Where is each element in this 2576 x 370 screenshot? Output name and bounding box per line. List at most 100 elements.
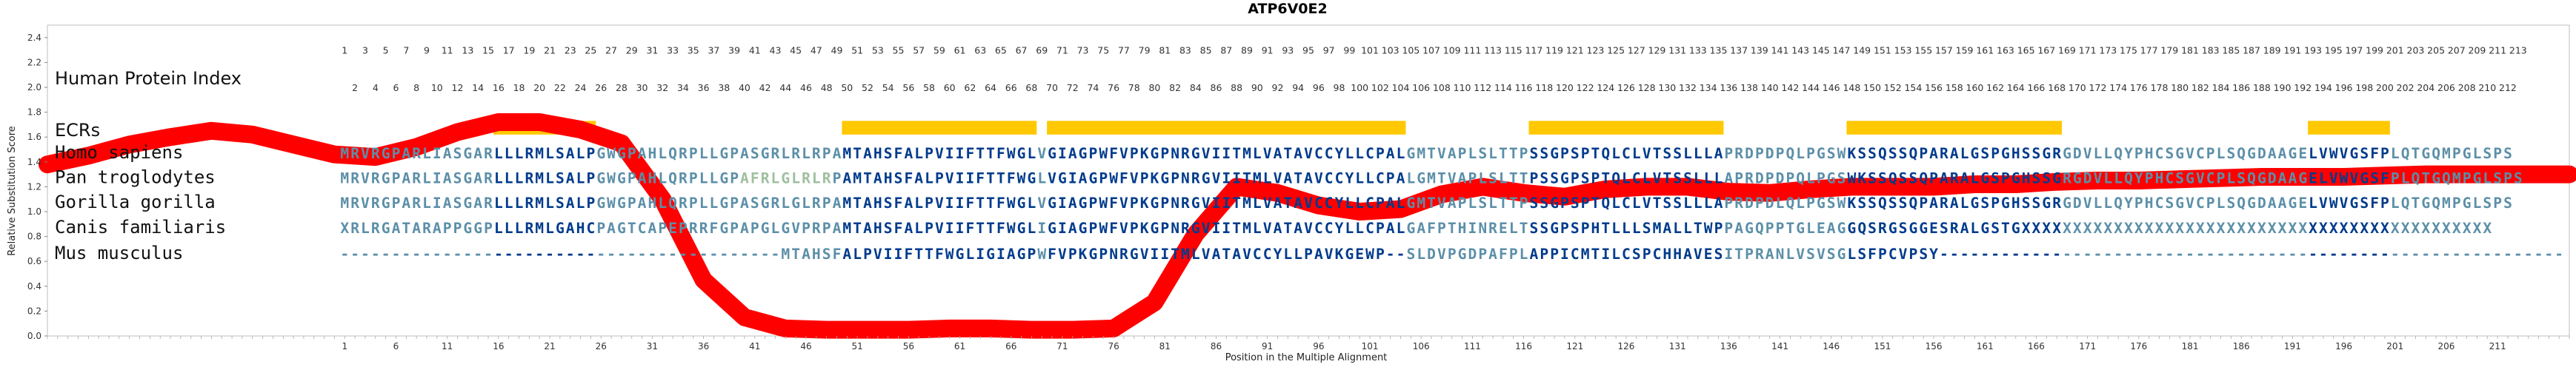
residue: T (853, 220, 862, 237)
residue: M (1242, 195, 1251, 212)
residue: C (1325, 145, 1334, 162)
human-index-number: 136 (1720, 82, 1737, 93)
human-index-number: 199 (2366, 45, 2383, 56)
residue: P (2493, 195, 2502, 212)
residue: G (1079, 195, 1088, 212)
residue: - (361, 246, 370, 263)
human-index-number: 110 (1454, 82, 1471, 93)
human-index-number: 210 (2478, 82, 2496, 93)
residue: A (1294, 195, 1302, 212)
residue: L (422, 195, 431, 212)
residue: A (1274, 220, 1282, 237)
residue: H (884, 170, 893, 187)
residue: S (750, 195, 759, 212)
residue: P (1560, 145, 1569, 162)
residue: A (566, 195, 575, 212)
residue: L (494, 145, 503, 162)
residue: - (556, 246, 565, 263)
residue: G (2473, 170, 2482, 187)
residue: L (515, 220, 524, 237)
human-index-number: 142 (1781, 82, 1799, 93)
residue: A (1929, 145, 1938, 162)
residue: S (1899, 220, 1908, 237)
residue: A (873, 170, 882, 187)
human-index-number: 197 (2345, 45, 2363, 56)
residue: L (515, 170, 524, 187)
residue: A (2278, 195, 2287, 212)
residue: G (1191, 195, 1200, 212)
residue: T (863, 170, 872, 187)
human-index-number: 75 (1097, 45, 1109, 56)
human-index-number: 138 (1740, 82, 1758, 93)
residue: S (1888, 145, 1897, 162)
human-index-number: 73 (1077, 45, 1089, 56)
residue: S (1406, 246, 1415, 263)
residue: S (1837, 170, 1846, 187)
x-tick-label: 46 (800, 341, 811, 352)
residue: H (648, 170, 657, 187)
residue: C (1653, 246, 1662, 263)
x-tick-label: 166 (2028, 341, 2045, 352)
residue: G (719, 220, 728, 237)
residue: A (433, 220, 442, 237)
residue: G (2042, 195, 2051, 212)
residue: G (596, 145, 605, 162)
x-tick-label: 161 (1977, 341, 1994, 352)
residue: A (402, 195, 410, 212)
residue: L (1397, 145, 1405, 162)
residue: T (1653, 145, 1662, 162)
human-index-number: 121 (1566, 45, 1584, 56)
residue: T (1785, 220, 1794, 237)
residue: F (1007, 170, 1016, 187)
residue: - (412, 246, 421, 263)
residue: F (1109, 195, 1118, 212)
residue: T (1663, 170, 1671, 187)
residue: R (422, 220, 431, 237)
residue: T (1591, 145, 1600, 162)
residue: V (1304, 145, 1313, 162)
residue: X (2063, 220, 2071, 237)
human-index-number: 33 (667, 45, 679, 56)
residue: P (1581, 220, 1590, 237)
residue: G (1550, 220, 1559, 237)
residue: P (1478, 246, 1487, 263)
residue: - (740, 246, 749, 263)
residue: S (1980, 145, 1989, 162)
residue: X (2340, 220, 2349, 237)
residue: Q (2124, 170, 2133, 187)
residue: Q (1755, 220, 1764, 237)
human-index-number: 52 (862, 82, 873, 93)
residue: P (1089, 145, 1098, 162)
residue: H (873, 145, 882, 162)
residue: Q (2401, 145, 2410, 162)
residue: - (473, 246, 482, 263)
residue: X (2124, 220, 2133, 237)
residue: L (914, 220, 923, 237)
ecr-bar (1528, 121, 1724, 135)
residue: - (2175, 246, 2184, 263)
residue: G (473, 220, 482, 237)
residue: I (976, 246, 985, 263)
residue: - (1950, 246, 1959, 263)
residue: G (1202, 170, 1211, 187)
residue: L (699, 195, 708, 212)
residue: G (1027, 170, 1036, 187)
residue: S (2165, 195, 2174, 212)
residue: P (2134, 145, 2143, 162)
residue: - (586, 246, 595, 263)
residue: D (1745, 145, 1754, 162)
residue: G (1017, 195, 1026, 212)
x-tick-label: 106 (1413, 341, 1430, 352)
residue: R (1950, 170, 1959, 187)
residue: W (2329, 195, 2338, 212)
residue: - (2237, 246, 2246, 263)
residue: N (1171, 220, 1179, 237)
x-tick-label: 121 (1566, 341, 1583, 352)
residue: A (2268, 145, 2277, 162)
x-tick-label: 156 (1926, 341, 1943, 352)
residue: L (802, 195, 811, 212)
residue: G (2011, 220, 2020, 237)
residue: F (996, 220, 1005, 237)
residue: V (2094, 170, 2103, 187)
residue: Q (2114, 195, 2123, 212)
